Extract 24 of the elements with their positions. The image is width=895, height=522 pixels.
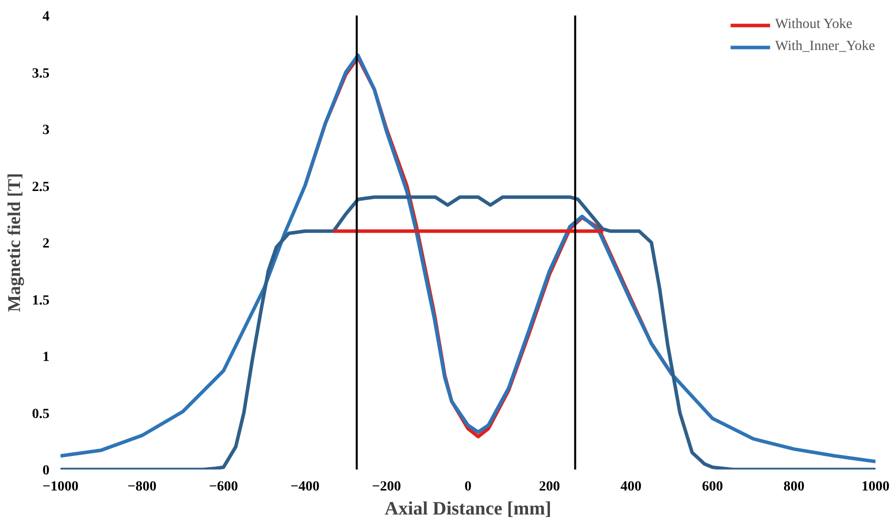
y-tick-label: 3 — [42, 123, 50, 138]
y-axis-title: Magnetic field [T] — [4, 173, 24, 312]
y-tick-label: 0 — [42, 464, 50, 478]
legend-label: Without Yoke — [775, 17, 852, 33]
y-tick-label: 2 — [42, 236, 50, 252]
x-tick-label: 1000 — [862, 480, 890, 494]
y-tick-label: 1 — [42, 350, 50, 365]
x-tick-label: 400 — [620, 480, 642, 494]
x-tick-label: 800 — [784, 480, 804, 494]
x-tick-label: 600 — [702, 480, 723, 494]
x-tick-label: −1000 — [42, 480, 78, 494]
x-tick-label: 0 — [464, 480, 472, 494]
y-tick-label: 3.5 — [32, 66, 50, 82]
y-tick-label: 2.5 — [32, 180, 50, 195]
x-axis-title: Axial Distance [mm] — [384, 498, 552, 520]
legend-label: With_Inner_Yoke — [775, 39, 875, 55]
x-tick-label: −400 — [290, 480, 320, 494]
x-tick-label: −600 — [209, 480, 238, 494]
x-tick-label: 200 — [539, 480, 560, 494]
y-tick-label: 4 — [42, 10, 50, 24]
y-tick-label: 0.5 — [32, 406, 50, 422]
y-tick-label: 1.5 — [32, 293, 50, 308]
x-tick-label: −800 — [128, 480, 156, 494]
x-tick-label: −200 — [372, 480, 401, 494]
